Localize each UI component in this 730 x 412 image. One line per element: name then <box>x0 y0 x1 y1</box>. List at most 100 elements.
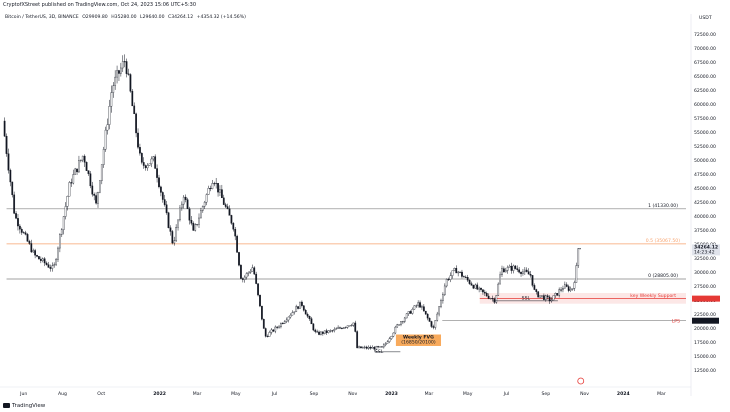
ohlc-open: O29909.80 <box>82 15 108 20</box>
candle-down <box>483 291 486 294</box>
candle-down <box>428 317 431 322</box>
candle-up <box>384 343 387 346</box>
candle-down <box>470 283 473 286</box>
candle-down <box>160 186 162 193</box>
y-tick-label: 57500.00 <box>694 116 716 122</box>
candle-down <box>83 155 86 163</box>
candle-up <box>59 234 61 249</box>
candle-up <box>504 270 507 273</box>
candle-up <box>274 326 277 332</box>
candle-up <box>329 330 332 332</box>
publish-header: CryptofXStreet published on TradingView.… <box>3 2 197 8</box>
candle-up <box>198 217 200 225</box>
candle-up <box>201 206 204 211</box>
x-tick-label: May <box>231 391 241 397</box>
candle-up <box>394 326 397 334</box>
candle-up <box>506 267 509 271</box>
y-tick-label: 27500.00 <box>694 284 716 290</box>
candle-down <box>238 252 240 266</box>
candle-up <box>108 106 111 125</box>
candle-up <box>350 325 353 327</box>
candle-down <box>192 223 195 231</box>
candle-up <box>99 180 101 193</box>
candle-up <box>371 347 374 349</box>
candle-up <box>114 76 117 86</box>
y-tick-label: 15000.00 <box>694 354 716 360</box>
y-tick-label: 45000.00 <box>694 186 716 192</box>
candle-up <box>81 155 84 161</box>
candle-down <box>228 208 231 216</box>
candle-up <box>207 188 210 195</box>
candle-up <box>569 289 572 291</box>
x-tick-label: Mar <box>425 391 434 397</box>
candle-up <box>278 326 280 328</box>
candle-down <box>167 212 170 228</box>
candle-down <box>432 326 435 328</box>
candle-up <box>291 312 294 316</box>
x-tick-label: Mar <box>193 391 202 397</box>
candle-down <box>424 310 427 315</box>
candle-up <box>251 267 254 272</box>
candle-down <box>140 153 143 163</box>
candle-down <box>156 168 158 178</box>
candle-down <box>213 183 216 185</box>
candle-down <box>142 162 145 166</box>
candle-up <box>499 274 501 285</box>
candle-down <box>17 218 19 227</box>
candle-up <box>194 224 197 231</box>
candle-up <box>362 347 364 349</box>
candle-down <box>548 296 551 302</box>
candle-down <box>125 61 128 74</box>
candle-up <box>508 265 511 268</box>
candle-down <box>76 168 78 173</box>
candle-down <box>514 265 517 269</box>
tradingview-footer[interactable]: TradingView <box>3 403 45 409</box>
candle-down <box>529 274 532 276</box>
candle-down <box>127 73 130 75</box>
candle-down <box>377 346 379 348</box>
symbol-name[interactable]: Bitcoin / TetherUS, 3D, BINANCE <box>5 15 79 20</box>
fvg-range-label: (16850/20100) <box>401 339 436 345</box>
candle-down <box>190 220 193 224</box>
candle-down <box>430 321 433 327</box>
candle-down <box>341 327 343 329</box>
candle-down <box>47 264 50 268</box>
candle-down <box>91 185 94 195</box>
candle-down <box>369 346 372 349</box>
economic-event-icon[interactable] <box>577 377 585 385</box>
candle-up <box>243 276 246 280</box>
candle-down <box>543 295 545 300</box>
y-tick-label: 72500.00 <box>694 32 716 38</box>
candle-down <box>234 229 237 237</box>
candle-up <box>571 288 574 290</box>
candle-down <box>398 324 400 326</box>
candle-up <box>363 346 366 348</box>
candle-down <box>186 199 189 209</box>
level-label: 0 (28805.00) <box>648 273 678 279</box>
candle-up <box>403 317 406 322</box>
candle-up <box>407 311 410 314</box>
price-axis-currency: USDT <box>699 15 712 21</box>
tradingview-brand: TradingView <box>12 403 46 409</box>
candle-down <box>462 276 465 278</box>
candle-up <box>358 346 360 349</box>
candle-down <box>184 196 187 200</box>
candle-up <box>352 322 355 326</box>
candle-down <box>272 329 275 332</box>
candle-up <box>119 67 122 74</box>
candle-down <box>468 280 471 284</box>
support-price-tag <box>692 295 720 302</box>
candle-down <box>476 284 479 290</box>
candle-down <box>165 204 168 213</box>
candle-up <box>457 271 460 274</box>
candle-up <box>182 196 185 205</box>
candle-down <box>503 268 505 273</box>
candle-up <box>295 306 298 313</box>
candle-up <box>478 287 480 290</box>
candle-up <box>249 271 252 273</box>
level-label: 0.5 (35067.50) <box>646 238 680 244</box>
candle-up <box>177 219 179 228</box>
countdown-value: 14:23:42 <box>694 250 715 256</box>
fvg-label: Weekly FVG <box>403 335 434 341</box>
